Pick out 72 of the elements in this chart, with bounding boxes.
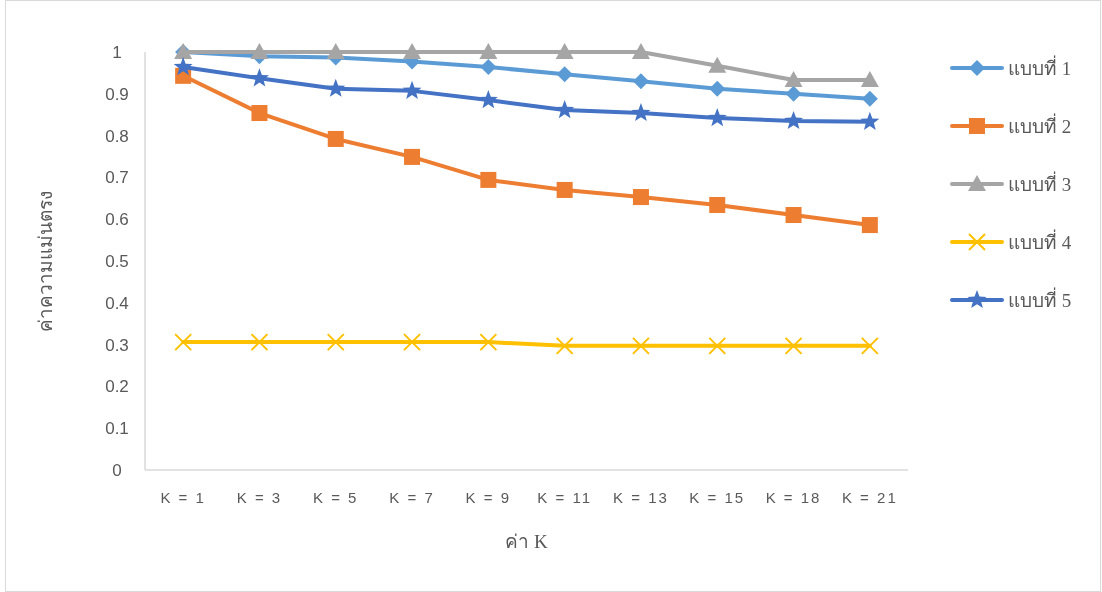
x-tick-label: K = 7 xyxy=(389,489,435,506)
point xyxy=(784,71,803,88)
point xyxy=(174,333,193,352)
x-tick-label: K = 15 xyxy=(689,489,746,506)
legend-label: แบบที่ 4 xyxy=(1008,229,1072,253)
point xyxy=(326,333,345,352)
legend-label: แบบที่ 3 xyxy=(1008,171,1072,195)
x-tick-label: K = 13 xyxy=(613,489,669,506)
point xyxy=(327,130,344,147)
point xyxy=(784,336,803,355)
x-tick-label: K = 18 xyxy=(765,489,822,506)
point xyxy=(631,336,650,355)
y-tick-label: 0.6 xyxy=(105,210,129,230)
point xyxy=(250,43,269,59)
point xyxy=(708,56,727,73)
point xyxy=(555,100,575,119)
point xyxy=(556,181,573,198)
point xyxy=(860,71,879,88)
point xyxy=(479,333,498,352)
point xyxy=(249,68,269,87)
x-tick-label: K = 5 xyxy=(313,489,359,506)
legend-label: แบบที่ 5 xyxy=(1008,287,1072,311)
y-tick-label: 1 xyxy=(112,43,122,62)
point xyxy=(479,43,498,59)
x-axis-title: ค่า K xyxy=(505,531,549,552)
point xyxy=(173,57,193,76)
y-tick-label: 0 xyxy=(112,461,122,480)
x-tick-label: K = 9 xyxy=(465,489,512,506)
point xyxy=(785,85,802,102)
legend-label: แบบที่ 1 xyxy=(1008,55,1072,79)
point xyxy=(631,43,650,59)
point xyxy=(860,336,879,355)
point xyxy=(709,80,726,97)
point xyxy=(326,43,345,59)
point xyxy=(402,80,422,99)
x-tick-label: K = 11 xyxy=(537,489,592,506)
y-tick-label: 0.8 xyxy=(105,126,129,146)
point xyxy=(555,43,574,59)
point xyxy=(403,333,422,352)
point xyxy=(478,90,498,109)
point xyxy=(556,66,573,83)
point xyxy=(708,336,727,355)
x-tick-label: K = 3 xyxy=(236,489,283,506)
point xyxy=(785,207,802,224)
point xyxy=(250,333,269,352)
point xyxy=(861,90,878,107)
point xyxy=(404,148,421,165)
y-tick-label: 0.3 xyxy=(105,335,129,355)
x-tick-label: K = 1 xyxy=(160,489,206,506)
point xyxy=(632,73,649,90)
y-axis-title: ค่าความแม่นตรง xyxy=(35,190,56,332)
y-tick-label: 0.7 xyxy=(105,168,129,188)
y-tick-label: 0.1 xyxy=(105,419,129,439)
point xyxy=(555,336,574,355)
x-tick-label: K = 21 xyxy=(841,489,898,506)
legend-label: แบบที่ 2 xyxy=(1008,113,1072,137)
point xyxy=(707,108,727,127)
point xyxy=(861,217,878,234)
point xyxy=(860,111,880,130)
point xyxy=(480,171,497,188)
y-tick-label: 0.2 xyxy=(105,377,129,397)
point xyxy=(480,59,497,76)
point xyxy=(326,78,346,97)
y-tick-label: 0.5 xyxy=(105,252,129,271)
point xyxy=(631,103,651,122)
y-tick-label: 0.9 xyxy=(105,84,129,104)
point xyxy=(632,189,649,206)
point xyxy=(403,43,422,59)
point xyxy=(709,196,726,213)
y-tick-label: 0.4 xyxy=(105,293,129,313)
point xyxy=(784,110,804,130)
point xyxy=(251,105,268,122)
